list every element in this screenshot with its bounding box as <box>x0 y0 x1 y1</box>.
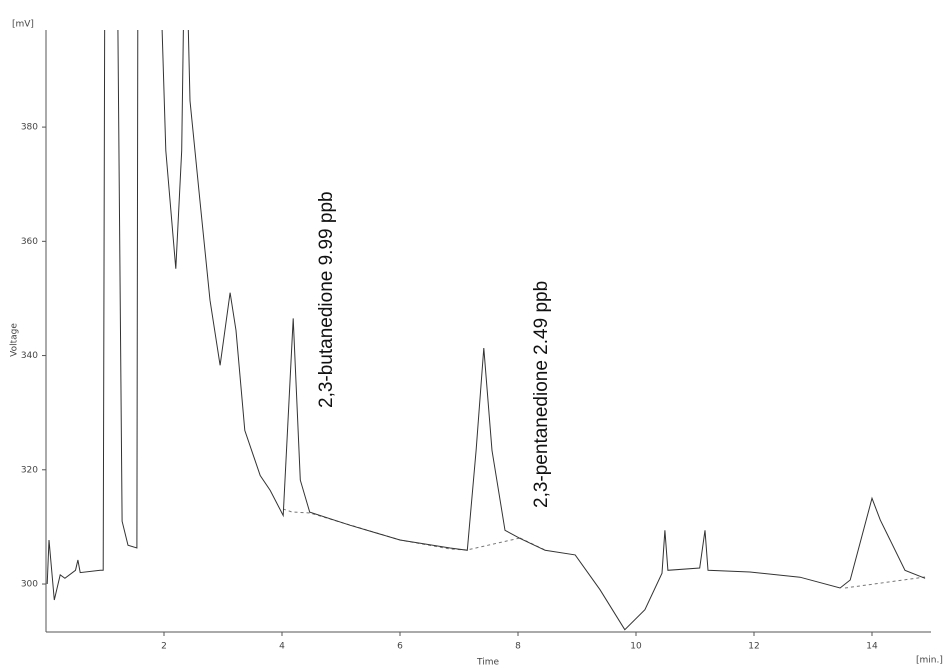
x-unit: [min.] <box>916 656 943 666</box>
baseline <box>844 576 926 589</box>
y-tick-label: 340 <box>21 351 38 361</box>
y-tick-label: 320 <box>21 465 38 475</box>
y-tick-label: 360 <box>21 237 38 247</box>
x-tick-label: 4 <box>279 642 285 652</box>
x-tick-label: 6 <box>397 642 403 652</box>
y-tick-label: 300 <box>21 580 38 590</box>
x-tick-label: 2 <box>161 642 167 652</box>
x-axis-label: Time <box>476 658 499 668</box>
x-tick-label: 14 <box>866 642 878 652</box>
annotation: 2,3-pentanedione 2.49 ppb <box>531 281 552 508</box>
x-tick-label: 8 <box>515 642 521 652</box>
trace <box>46 30 926 631</box>
y-unit: [mV] <box>12 20 34 30</box>
annotation: 2,3-butanedione 9.99 ppb <box>316 191 337 408</box>
x-tick-label: 10 <box>630 642 642 652</box>
x-tick-label: 12 <box>748 642 759 652</box>
y-axis-label: Voltage <box>10 323 20 357</box>
y-tick-label: 380 <box>21 123 38 133</box>
